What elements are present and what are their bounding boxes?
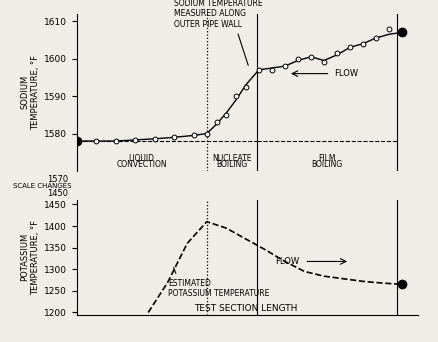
Text: FLOW: FLOW [334,69,358,78]
Point [307,54,314,60]
Text: 1450: 1450 [47,189,68,198]
Point [360,41,367,47]
Point [321,60,328,65]
Point [213,120,220,125]
Point [73,138,80,144]
Text: LIQUID: LIQUID [129,154,155,163]
Point [171,134,178,140]
Text: BOILING: BOILING [216,160,247,169]
Point [333,50,340,56]
Point [93,138,100,144]
Text: BOILING: BOILING [311,160,343,169]
Point [132,137,139,143]
Point [281,63,288,69]
Point [242,84,249,90]
Point [190,133,197,138]
Text: CONVECTION: CONVECTION [117,160,167,169]
Point [372,35,379,41]
Y-axis label: POTASSIUM
TEMPERATURE, °F: POTASSIUM TEMPERATURE, °F [20,220,40,295]
Text: SODIUM TEMPERATURE
MEASURED ALONG
OUTER PIPE WALL: SODIUM TEMPERATURE MEASURED ALONG OUTER … [174,0,263,65]
Text: NUCLEATE: NUCLEATE [212,154,252,163]
Point [294,56,301,61]
Text: 1570: 1570 [47,175,68,184]
Point [233,93,240,99]
Point [255,67,262,73]
Point [385,26,392,31]
Point [203,131,210,136]
Point [112,138,119,144]
Point [399,30,406,35]
Point [346,45,353,50]
Point [268,67,276,73]
Text: TEST SECTION LENGTH: TEST SECTION LENGTH [194,304,297,313]
Point [151,136,158,142]
Y-axis label: SODIUM
TEMPERATURE, °F: SODIUM TEMPERATURE, °F [20,55,40,130]
Text: FLOW: FLOW [276,257,300,266]
Text: ESTIMATED
POTASSIUM TEMPERATURE: ESTIMATED POTASSIUM TEMPERATURE [168,267,269,298]
Text: FILM: FILM [318,154,336,163]
Text: SCALE CHANGES: SCALE CHANGES [13,183,72,189]
Point [223,112,230,118]
